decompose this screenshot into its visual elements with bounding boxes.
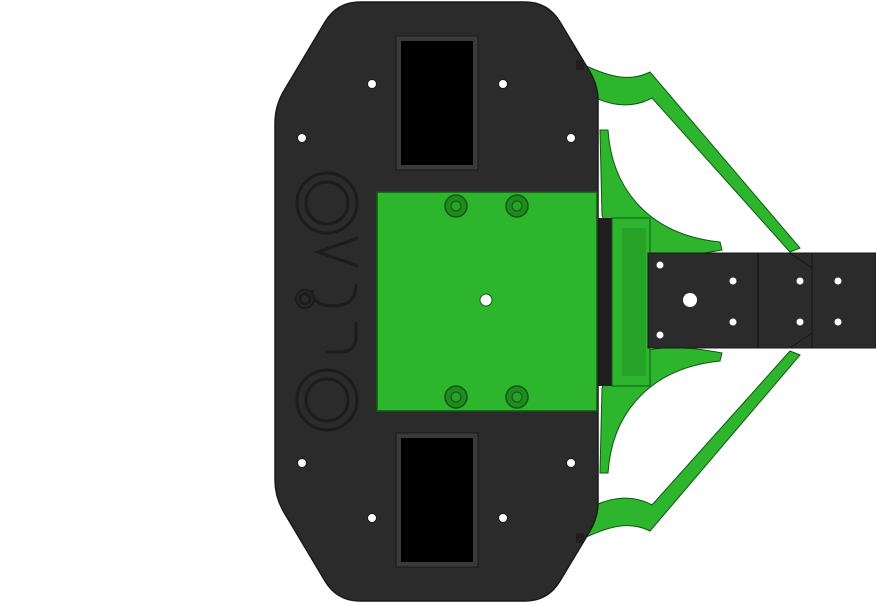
- servo-bracket: [598, 217, 651, 387]
- engraved-logo: [295, 171, 359, 432]
- gripper-arm-bottom-arc: [577, 350, 801, 542]
- standoff-bolts: [444, 194, 529, 409]
- gripper-arm-top-arc: [577, 61, 801, 253]
- battery-window-top: [395, 35, 479, 171]
- battery-window-bottom: [395, 432, 479, 568]
- gripper-mount-bar: [647, 252, 876, 349]
- center-green-plate: [376, 191, 598, 412]
- mounting-holes: [297, 79, 576, 523]
